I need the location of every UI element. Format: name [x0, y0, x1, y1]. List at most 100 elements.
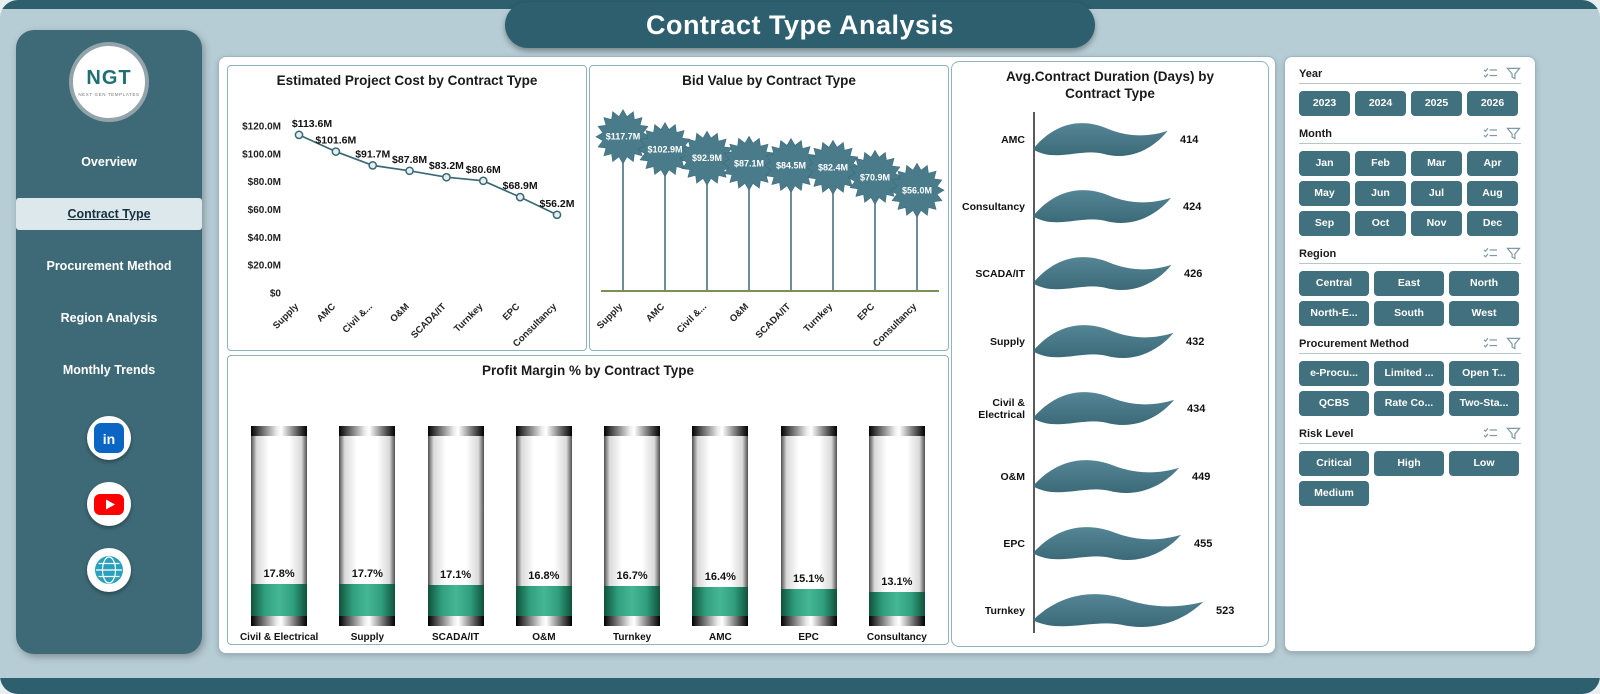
sidebar-item-monthly-trends[interactable]: Monthly Trends — [62, 363, 156, 377]
data-label: $56.2M — [539, 198, 574, 210]
filter-option-limited[interactable]: Limited ... — [1374, 361, 1444, 386]
cylinder-bar-consultancy[interactable]: 13.1% — [868, 426, 925, 626]
data-point-supply[interactable] — [294, 130, 304, 140]
linkedin-icon[interactable]: in — [87, 416, 131, 460]
starburst-marker-o-m[interactable] — [721, 135, 777, 191]
filter-option-aug[interactable]: Aug — [1467, 181, 1518, 206]
filter-option-open-t[interactable]: Open T... — [1449, 361, 1519, 386]
wave-ribbon-civil-electrical[interactable] — [1033, 386, 1177, 432]
filter-title-procurement-method: Procurement Method — [1299, 337, 1410, 350]
filter-option-may[interactable]: May — [1299, 181, 1350, 206]
clear-filter-icon[interactable] — [1506, 427, 1521, 440]
filter-option-mar[interactable]: Mar — [1411, 151, 1462, 176]
lollipop-chart-svg: $117.7M Supply $102.9M AMC $92.9M Civil &... $… — [595, 109, 945, 349]
starburst-marker-amc[interactable] — [637, 122, 693, 178]
wave-ribbon-consultancy[interactable] — [1033, 184, 1173, 230]
wave-ribbon-o-m[interactable] — [1033, 454, 1182, 500]
select-all-icon[interactable] — [1483, 427, 1498, 440]
filter-section-region: Region Central East North North-E... South Wes… — [1299, 247, 1521, 326]
sidebar-item-overview[interactable]: Overview — [81, 155, 137, 169]
filter-option-low[interactable]: Low — [1449, 451, 1519, 476]
filter-option-south[interactable]: South — [1374, 301, 1444, 326]
starburst-marker-civil[interactable] — [679, 130, 735, 186]
filter-option-north[interactable]: North — [1449, 271, 1519, 296]
filter-option-qcbs[interactable]: QCBS — [1299, 391, 1369, 416]
filter-option-east[interactable]: East — [1374, 271, 1444, 296]
clear-filter-icon[interactable] — [1506, 127, 1521, 140]
data-point-o-m[interactable] — [405, 166, 414, 176]
filter-option-e-procu[interactable]: e-Procu... — [1299, 361, 1369, 386]
filter-option-apr[interactable]: Apr — [1467, 151, 1518, 176]
cylinder-bar-turnkey[interactable]: 16.7% — [604, 426, 661, 626]
cylinder-bar-civil-electrical[interactable]: 17.8% — [251, 426, 308, 626]
y-axis-tick-label: $60.0M — [248, 205, 281, 216]
data-point-epc[interactable] — [515, 192, 525, 202]
wave-row-consultancy: Consultancy 424 — [953, 173, 1267, 240]
social-links: in — [16, 416, 202, 592]
clear-filter-icon[interactable] — [1506, 67, 1521, 80]
y-axis-tick-label: Supply — [989, 335, 1025, 348]
clear-filter-icon[interactable] — [1506, 337, 1521, 350]
filter-option-sep[interactable]: Sep — [1299, 211, 1350, 236]
data-point-turnkey[interactable] — [478, 176, 488, 186]
cylinder-bar-supply[interactable]: 17.7% — [339, 426, 396, 626]
filter-option-high[interactable]: High — [1374, 451, 1444, 476]
filter-option-rate-co[interactable]: Rate Co... — [1374, 391, 1444, 416]
sidebar-item-contract-type[interactable]: Contract Type — [16, 198, 202, 230]
filter-header-icons — [1483, 67, 1521, 80]
starburst-marker-consultancy[interactable] — [889, 162, 945, 218]
wave-ribbon-epc[interactable] — [1033, 521, 1184, 567]
filter-option-medium[interactable]: Medium — [1299, 481, 1369, 506]
wave-ribbon-amc[interactable] — [1033, 117, 1170, 163]
filter-option-two-sta[interactable]: Two-Sta... — [1449, 391, 1519, 416]
filter-option-feb[interactable]: Feb — [1355, 151, 1406, 176]
select-all-icon[interactable] — [1483, 247, 1498, 260]
filter-option-nov[interactable]: Nov — [1411, 211, 1462, 236]
filter-option-2024[interactable]: 2024 — [1355, 91, 1406, 116]
cylinder-fill — [692, 586, 749, 616]
cylinder-cap-top — [427, 426, 484, 436]
x-axis-tick-label: Supply — [595, 301, 626, 332]
filter-option-west[interactable]: West — [1449, 301, 1519, 326]
filter-option-central[interactable]: Central — [1299, 271, 1369, 296]
filter-header: Risk Level — [1299, 427, 1521, 444]
wave-ribbon-turnkey[interactable] — [1033, 588, 1206, 634]
filter-option-jan[interactable]: Jan — [1299, 151, 1350, 176]
select-all-icon[interactable] — [1483, 127, 1498, 140]
filter-option-critical[interactable]: Critical — [1299, 451, 1369, 476]
globe-icon[interactable] — [87, 548, 131, 592]
data-point-amc[interactable] — [331, 147, 341, 156]
filter-option-2026[interactable]: 2026 — [1467, 91, 1518, 116]
cylinder-bar-epc[interactable]: 15.1% — [780, 426, 837, 626]
cylinder-bar-o-m[interactable]: 16.8% — [515, 426, 572, 626]
youtube-icon[interactable] — [87, 482, 131, 526]
filter-option-jul[interactable]: Jul — [1411, 181, 1462, 206]
filter-option-jun[interactable]: Jun — [1355, 181, 1406, 206]
cylinder-bar-scada-it[interactable]: 17.1% — [427, 426, 484, 626]
filter-option-north-e[interactable]: North-E... — [1299, 301, 1369, 326]
data-point-scada-it[interactable] — [442, 172, 451, 182]
wave-chart: AMC 414 Consultancy 424 SCADA/IT 426 Supply 432… — [953, 106, 1267, 645]
starburst-marker-epc[interactable] — [847, 149, 903, 205]
clear-filter-icon[interactable] — [1506, 247, 1521, 260]
select-all-icon[interactable] — [1483, 67, 1498, 80]
filter-option-oct[interactable]: Oct — [1355, 211, 1406, 236]
select-all-icon[interactable] — [1483, 337, 1498, 350]
sidebar-item-region-analysis[interactable]: Region Analysis — [60, 311, 158, 325]
wave-ribbon-scada-it[interactable] — [1033, 251, 1174, 297]
filter-option-2023[interactable]: 2023 — [1299, 91, 1350, 116]
data-point-civil[interactable] — [368, 161, 378, 170]
filter-option-dec[interactable]: Dec — [1467, 211, 1518, 236]
cylinder-bar-amc[interactable]: 16.4% — [692, 426, 749, 626]
data-point-consultancy[interactable] — [552, 210, 562, 220]
sidebar-item-procurement-method[interactable]: Procurement Method — [46, 259, 172, 273]
data-label: $68.9M — [503, 180, 538, 192]
starburst-marker-turnkey[interactable] — [805, 139, 861, 195]
starburst-marker-scada-it[interactable] — [763, 137, 819, 194]
wave-ribbon-supply[interactable] — [1033, 319, 1176, 365]
filter-option-2025[interactable]: 2025 — [1411, 91, 1462, 116]
starburst-marker-supply[interactable] — [595, 109, 651, 165]
data-label: $92.9M — [692, 153, 722, 163]
cylinder-cap-bottom — [604, 616, 661, 626]
x-axis-tick-label: Supply — [350, 632, 385, 643]
